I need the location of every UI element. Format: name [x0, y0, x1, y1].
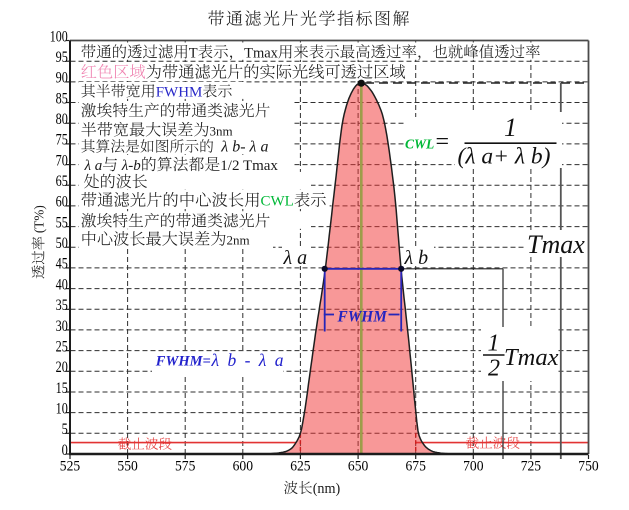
svg-text:1: 1 [488, 331, 500, 357]
svg-text:725: 725 [521, 459, 541, 475]
svg-text:525: 525 [60, 459, 80, 475]
svg-text:45: 45 [56, 256, 68, 273]
svg-text:λ b - λ a: λ b - λ a [211, 350, 286, 370]
svg-text:2: 2 [488, 356, 500, 382]
svg-text:CWL: CWL [261, 194, 294, 210]
svg-text:30: 30 [56, 318, 68, 335]
svg-text:λ-b: λ-b [121, 158, 141, 174]
svg-text:1: 1 [504, 113, 517, 142]
svg-text:75: 75 [56, 132, 68, 149]
svg-text:65: 65 [56, 173, 68, 190]
svg-text:600: 600 [233, 459, 253, 475]
svg-text:=: = [436, 129, 450, 155]
svg-text:20: 20 [56, 359, 68, 376]
svg-text:100: 100 [50, 28, 68, 45]
svg-text:50: 50 [56, 235, 68, 252]
svg-text:Tmax: Tmax [527, 230, 585, 259]
svg-text:Tmax: Tmax [244, 45, 279, 61]
svg-text:(λ a+ λ b): (λ a+ λ b) [458, 144, 551, 170]
svg-text:90: 90 [56, 70, 68, 87]
svg-text:10: 10 [56, 400, 68, 417]
svg-text:95: 95 [56, 49, 68, 66]
svg-text:55: 55 [56, 214, 68, 231]
svg-text:λ a: λ a [283, 247, 308, 269]
svg-text:(nm): (nm) [313, 481, 341, 497]
svg-text:25: 25 [56, 338, 68, 355]
svg-text:575: 575 [175, 459, 195, 475]
svg-text:85: 85 [56, 90, 68, 107]
svg-text:CWL: CWL [405, 137, 434, 152]
svg-text:λ b: λ b [404, 247, 429, 269]
svg-text:3nm: 3nm [210, 123, 233, 138]
svg-text:35: 35 [56, 297, 68, 314]
svg-text:650: 650 [348, 459, 368, 475]
svg-text:0: 0 [62, 442, 68, 459]
svg-text:675: 675 [406, 459, 426, 475]
svg-text:λ b- λ a: λ b- λ a [220, 139, 268, 156]
svg-text:2nm: 2nm [227, 233, 250, 248]
svg-text:625: 625 [290, 459, 310, 475]
svg-text:70: 70 [56, 152, 68, 169]
svg-text:700: 700 [463, 459, 483, 475]
svg-text:1/2 Tmax: 1/2 Tmax [220, 158, 278, 174]
svg-text:40: 40 [56, 276, 68, 293]
svg-text:(T%): (T%) [32, 205, 47, 233]
svg-text:T: T [189, 45, 198, 61]
svg-text:15: 15 [56, 380, 68, 397]
svg-text:60: 60 [56, 194, 68, 211]
svg-text:FWHM=: FWHM= [155, 354, 211, 370]
svg-text:Tmax: Tmax [504, 344, 559, 371]
svg-text:5: 5 [62, 421, 68, 438]
svg-text:550: 550 [117, 459, 137, 475]
svg-text:80: 80 [56, 111, 68, 128]
svg-text:750: 750 [578, 459, 598, 475]
svg-text:λ a: λ a [84, 158, 103, 174]
svg-text:FWHM: FWHM [156, 84, 203, 100]
svg-text:FWHM: FWHM [337, 309, 389, 326]
